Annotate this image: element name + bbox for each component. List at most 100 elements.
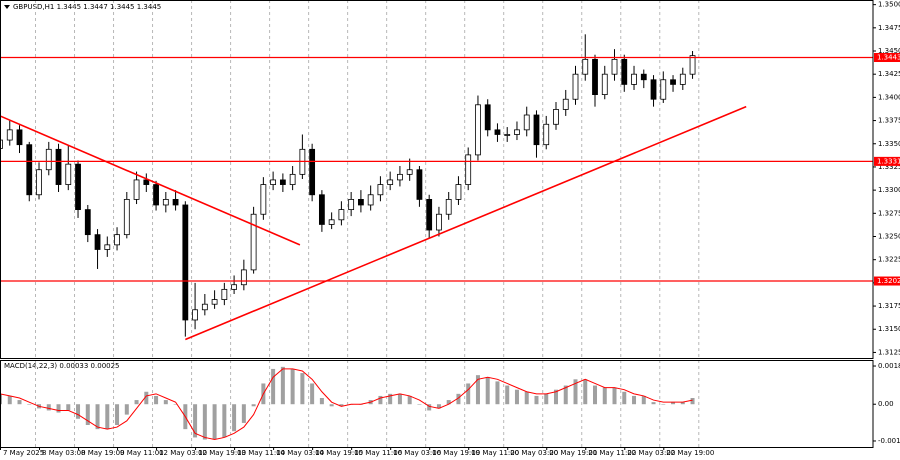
macd-bar [388, 393, 393, 405]
candle-body [358, 199, 364, 206]
candle-body [55, 148, 62, 185]
macd-bar [612, 387, 617, 405]
macd-bar [553, 389, 558, 405]
macd-bar [232, 404, 237, 432]
signal-line [0, 368, 693, 441]
macd-bar [671, 402, 676, 405]
candle-body [250, 213, 257, 271]
candle-body [6, 129, 13, 141]
candle-body [240, 269, 247, 286]
candle-body [592, 58, 598, 96]
x-tick-label: 20 May 19:00 [549, 449, 597, 457]
candle-body [26, 144, 33, 196]
candle-body [279, 179, 286, 185]
macd-bar [339, 404, 344, 407]
candle-body [75, 163, 81, 211]
y-tick-label: 1.3275 [878, 209, 900, 217]
candle-body [494, 129, 501, 135]
x-tick-label: 20 May 03:00 [510, 449, 558, 457]
macd-bar [241, 404, 246, 423]
macd-bar [593, 385, 598, 405]
candle-body [387, 179, 394, 185]
x-tick-label: 14 May 19:00 [315, 449, 363, 457]
candle-body [123, 199, 130, 236]
macd-bar [436, 404, 441, 409]
x-tick-label: 22 May 19:00 [666, 449, 714, 457]
macd-bar [124, 404, 129, 415]
x-tick-label: 14 May 03:00 [276, 449, 324, 457]
macd-title: MACD(14,22,3) 0.00033 0.00025 [4, 362, 120, 370]
x-tick-label: 22 May 03:00 [627, 449, 675, 457]
macd-bar [7, 395, 12, 405]
macd-bar [300, 373, 305, 405]
macd-bar [524, 391, 529, 405]
y-tick-label: 1.3450 [878, 47, 900, 55]
candle-body [465, 154, 472, 185]
candle-body [104, 244, 111, 250]
candle-body [553, 109, 559, 125]
candle-body [582, 58, 589, 75]
x-tick-label: 13 May 11:00 [237, 449, 285, 457]
y-tick-label: 1.3500 [878, 1, 900, 9]
macd-bar [378, 395, 383, 405]
candle-body [436, 213, 442, 231]
candle-body [201, 303, 208, 311]
candle-body [631, 73, 637, 85]
x-tick-label: 12 May 03:00 [159, 449, 207, 457]
macd-bar [544, 393, 549, 405]
candle-body [192, 309, 198, 321]
y-tick-label: 1.3175 [878, 302, 900, 310]
macd-bar [27, 404, 32, 405]
y-tick-label: 1.3325 [878, 163, 900, 171]
candle-body [397, 173, 403, 181]
x-tick-label: 15 May 11:00 [354, 449, 402, 457]
candle-body [36, 169, 42, 196]
macd-bar [163, 400, 168, 405]
candle-body [182, 204, 189, 321]
y-tick-label: 1.3225 [878, 256, 900, 264]
candle-body [328, 219, 335, 225]
macd-bar [76, 404, 81, 419]
macd-bar [602, 387, 607, 405]
price-frame [0, 0, 874, 359]
x-tick-label: 9 May 11:00 [120, 449, 164, 457]
macd-bar [319, 397, 324, 405]
candle-body [640, 73, 647, 81]
macd-bar [212, 404, 217, 440]
level-label: 1.3443 [877, 54, 900, 62]
candle-body [562, 98, 569, 110]
candle-body [309, 148, 316, 196]
level-tag [874, 156, 900, 166]
trendline [0, 115, 301, 246]
trendline [185, 105, 747, 341]
candle-body [689, 55, 696, 75]
y-tick-label: 1.3300 [878, 186, 900, 194]
macd-bar [85, 404, 90, 425]
macd-bar [202, 404, 207, 440]
macd-bar [222, 404, 227, 438]
macd-bar [329, 404, 334, 407]
candle-body [416, 169, 423, 200]
macd-bar [154, 395, 159, 405]
candle-body [289, 173, 296, 185]
x-tick-label: 21 May 11:00 [588, 449, 636, 457]
candle-body [455, 184, 462, 200]
macd-bar [427, 404, 432, 411]
candle-body [601, 73, 608, 96]
macd-bar [17, 400, 22, 405]
macd-bar [563, 385, 568, 405]
candle-body [231, 284, 238, 290]
y-tick-label: 1.3125 [878, 348, 900, 356]
candle-body [318, 194, 325, 225]
candle-body [133, 179, 140, 200]
symbol-icon [4, 5, 10, 9]
macd-bar [622, 391, 627, 405]
macd-bar [280, 366, 285, 405]
x-tick-label: 16 May 19:00 [432, 449, 480, 457]
candle-body [221, 288, 228, 300]
macd-bar [651, 402, 656, 405]
candle-body [679, 73, 686, 85]
candle-body [16, 129, 23, 146]
macd-bar [271, 368, 276, 405]
